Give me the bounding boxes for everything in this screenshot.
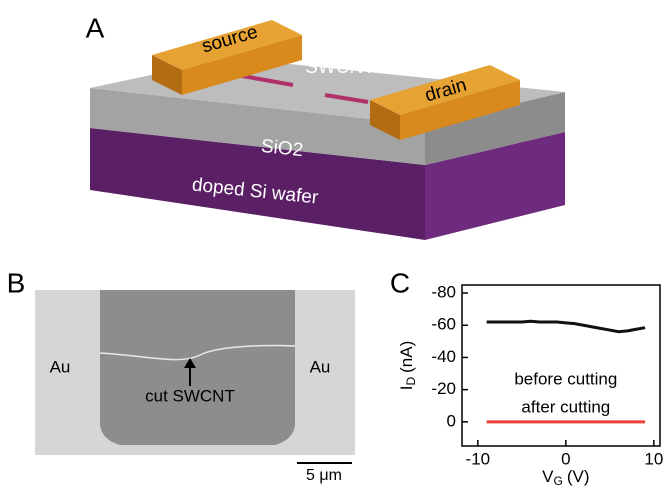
y-tick-label: -80 bbox=[431, 283, 456, 302]
panel-label: B bbox=[7, 267, 26, 298]
electrode-label: Au bbox=[310, 357, 331, 376]
x-tick-label: 10 bbox=[644, 449, 663, 468]
y-tick-label: -20 bbox=[431, 379, 456, 398]
series-line bbox=[487, 321, 645, 331]
x-tick-label: -10 bbox=[466, 449, 491, 468]
device-diagram: source drain cut SWCNT SiO2 doped Si waf… bbox=[90, 20, 565, 240]
series-label: after cutting bbox=[521, 397, 610, 416]
series-label: before cutting bbox=[514, 369, 617, 388]
panel-label: C bbox=[390, 267, 410, 298]
arrow-label: cut SWCNT bbox=[145, 386, 235, 405]
y-tick-label: -60 bbox=[431, 315, 456, 334]
scale-bar-label: 5 μm bbox=[306, 467, 342, 484]
x-label-sub: G bbox=[554, 474, 563, 486]
x-axis-label: VG (V) bbox=[542, 467, 589, 486]
panel-label: A bbox=[86, 12, 105, 43]
sem-image: Au Au cut SWCNT 5 μm bbox=[35, 290, 355, 484]
y-tick-label: 0 bbox=[447, 411, 456, 430]
oxide-label: SiO2 bbox=[260, 136, 304, 161]
cut-label: cut bbox=[332, 26, 358, 47]
figure: A B C source drain cut SWCNT SiO2 doped … bbox=[0, 0, 668, 486]
electrode-label: Au bbox=[50, 357, 71, 376]
x-tick-label: 0 bbox=[561, 449, 570, 468]
y-axis-label: ID(nA) bbox=[397, 341, 418, 391]
x-label-main: V bbox=[542, 467, 554, 486]
y-label-sub: D bbox=[404, 377, 418, 386]
x-label-unit: (V) bbox=[567, 467, 590, 486]
y-tick-label: -40 bbox=[431, 347, 456, 366]
y-label-unit: (nA) bbox=[397, 341, 416, 373]
swcnt-label: SWCNT bbox=[305, 57, 375, 78]
